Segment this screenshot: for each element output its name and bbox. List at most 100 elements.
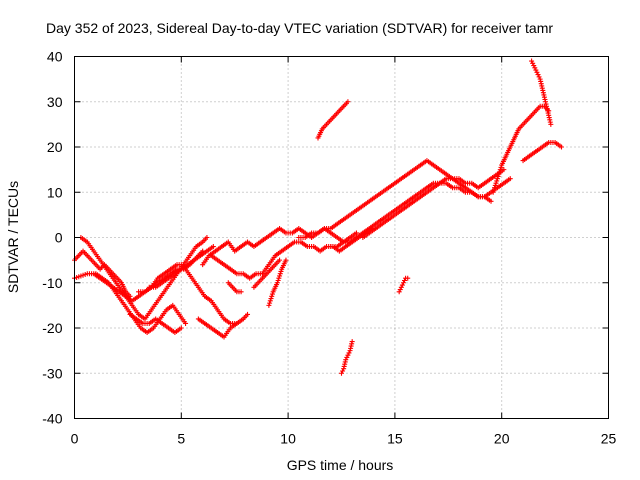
y-tick-label: 30 (47, 94, 63, 110)
series-arc10 (200, 225, 359, 268)
data-point (277, 271, 283, 277)
data-point (267, 300, 273, 306)
data-point (400, 280, 406, 286)
data-point (178, 325, 184, 331)
data-point (405, 275, 411, 281)
data-point (488, 198, 494, 204)
data-point (277, 257, 283, 263)
x-tick-label: 25 (601, 431, 617, 447)
series-arc13 (251, 257, 283, 290)
data-point (210, 244, 216, 250)
chart-title: Day 352 of 2023, Sidereal Day-to-day VTE… (46, 20, 553, 36)
data-point (399, 282, 405, 288)
y-tick-label: -40 (42, 411, 62, 427)
data-point (535, 72, 541, 78)
series-arc5 (136, 248, 206, 295)
series-arc20 (360, 176, 494, 240)
x-axis-label: GPS time / hours (287, 457, 394, 473)
data-point (340, 368, 346, 374)
data-point (345, 99, 351, 105)
data-point (339, 370, 344, 376)
data-point (204, 235, 210, 240)
data-point (183, 320, 189, 326)
data-point (353, 230, 359, 236)
axis-layer: 0 5 10 15 20 25 -40 -30 -20 -10 0 10 20 30 40 (42, 49, 616, 447)
data-point (497, 167, 503, 173)
series-arc23 (520, 139, 565, 164)
data-point (245, 311, 251, 317)
series-arc22 (529, 58, 554, 127)
y-tick-label: -20 (42, 320, 62, 336)
y-tick-label: 20 (47, 139, 63, 155)
data-point (275, 277, 281, 283)
x-tick-label: 10 (280, 431, 296, 447)
series-arc9 (195, 316, 240, 340)
y-tick-label: -10 (42, 275, 62, 291)
data-layer (72, 58, 565, 376)
data-point (238, 289, 244, 295)
data-point (536, 74, 542, 80)
data-point (234, 320, 240, 326)
series-arc16 (339, 339, 355, 376)
series-arc17 (396, 275, 411, 295)
data-point (398, 284, 404, 290)
series-arc18 (296, 158, 507, 240)
y-tick-label: 0 (55, 230, 63, 246)
data-point (277, 273, 283, 279)
y-tick-label: 10 (47, 184, 63, 200)
data-point (490, 189, 496, 195)
data-point (531, 63, 537, 69)
data-point (344, 354, 350, 360)
data-point (269, 293, 275, 299)
series-arc15 (315, 99, 351, 141)
data-point (402, 277, 408, 283)
data-point (266, 302, 272, 308)
data-point (507, 176, 513, 182)
data-point (274, 280, 280, 286)
x-tick-label: 15 (387, 431, 403, 447)
data-point (548, 121, 554, 127)
data-point (493, 180, 499, 186)
series-arc8 (183, 266, 251, 326)
series-arc6 (127, 311, 184, 336)
data-point (529, 58, 535, 64)
series-arc12 (225, 280, 244, 295)
data-point (268, 296, 274, 302)
data-point (397, 287, 403, 293)
data-point (532, 65, 538, 71)
data-point (533, 67, 539, 73)
series-arc1 (72, 248, 133, 299)
x-tick-label: 20 (494, 431, 510, 447)
series-arc14 (266, 257, 289, 308)
data-point (343, 357, 349, 363)
x-tick-label: 0 (71, 431, 79, 447)
data-point (494, 178, 500, 184)
y-tick-label: 40 (47, 49, 63, 65)
data-point (497, 169, 503, 175)
data-point (559, 144, 565, 150)
data-point (346, 350, 352, 356)
data-point (494, 176, 500, 182)
data-point (498, 164, 504, 170)
data-point (278, 268, 284, 274)
series-arc11 (208, 225, 374, 281)
data-point (495, 173, 501, 179)
data-point (491, 187, 497, 193)
data-point (534, 69, 540, 75)
data-point (267, 298, 273, 304)
series-arc7 (146, 244, 216, 290)
y-axis-label: SDTVAR / TECUs (5, 181, 21, 293)
data-point (345, 352, 351, 358)
x-tick-label: 5 (177, 431, 185, 447)
data-point (396, 289, 402, 295)
data-point (276, 275, 282, 281)
data-point (530, 60, 536, 66)
data-point (349, 339, 355, 345)
data-point (283, 257, 289, 263)
data-point (496, 171, 502, 177)
series-arc4 (93, 271, 189, 336)
data-point (269, 291, 275, 297)
data-point (492, 185, 498, 191)
y-tick-label: -30 (42, 365, 62, 381)
